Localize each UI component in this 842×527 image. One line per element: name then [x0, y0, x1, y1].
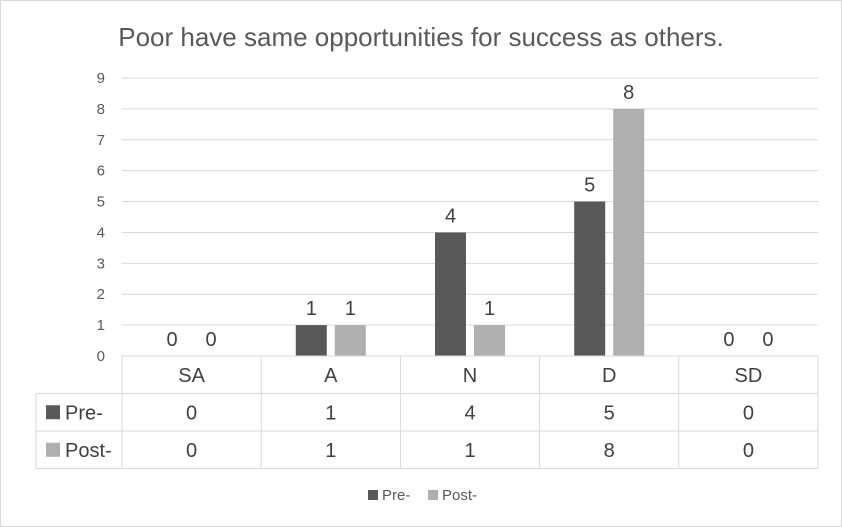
y-tick-label: 2 — [97, 286, 105, 303]
data-table: SA A N D SD Pre- 0 1 4 5 0 Post- 0 1 1 8 0 — [35, 355, 819, 469]
y-tick-label: 4 — [97, 224, 105, 241]
bar — [474, 325, 505, 356]
bar — [295, 325, 327, 356]
table-legend-key — [46, 405, 60, 420]
legend-label: Post- — [442, 487, 477, 504]
table-series-label: Post- — [65, 440, 112, 462]
x-category-label: A — [324, 365, 338, 387]
bar-data-label: 0 — [206, 329, 217, 351]
table-cell: 0 — [743, 440, 754, 462]
bar-data-label: 1 — [306, 298, 317, 320]
table-cell: 0 — [186, 440, 197, 462]
y-tick-label: 1 — [97, 317, 105, 334]
x-category-label: D — [602, 365, 616, 387]
table-legend-key — [46, 442, 60, 457]
bar-data-label: 0 — [723, 329, 734, 351]
y-tick-label: 5 — [97, 194, 105, 211]
table-series-label: Pre- — [65, 402, 103, 424]
y-tick-label: 6 — [97, 163, 105, 180]
y-axis: 0 1 2 3 4 5 6 7 8 9 — [97, 70, 105, 365]
table-cell: 4 — [464, 402, 475, 424]
table-cell: 0 — [186, 402, 197, 424]
bar-data-label: 1 — [484, 298, 495, 320]
legend-swatch — [368, 490, 378, 500]
bar — [435, 232, 466, 356]
bar — [574, 201, 606, 356]
y-tick-label: 9 — [97, 70, 105, 87]
table-cell: 1 — [325, 402, 336, 424]
y-tick-label: 7 — [97, 132, 105, 149]
x-category-label: N — [463, 365, 477, 387]
bar-data-labels: 0 0 1 1 4 1 5 8 0 0 — [167, 82, 774, 351]
legend: Pre- Post- — [368, 487, 477, 504]
gridlines — [122, 77, 818, 357]
bars — [295, 108, 645, 356]
table-cell: 5 — [604, 402, 615, 424]
bar-data-label: 0 — [167, 329, 178, 351]
legend-label: Pre- — [382, 487, 410, 504]
bar-data-label: 4 — [445, 205, 456, 227]
bar-data-label: 8 — [623, 82, 634, 104]
chart-title: Poor have same opportunities for success… — [118, 22, 724, 52]
x-category-label: SA — [178, 365, 205, 387]
bar — [613, 108, 645, 356]
table-cell: 1 — [464, 440, 475, 462]
table-cell: 8 — [604, 440, 615, 462]
y-tick-label: 0 — [97, 348, 105, 365]
bar-data-label: 1 — [345, 298, 356, 320]
bar — [334, 325, 366, 356]
bar-data-label: 0 — [762, 329, 773, 351]
table-cell: 1 — [325, 440, 336, 462]
y-tick-label: 3 — [97, 255, 105, 272]
y-tick-label: 8 — [97, 101, 105, 118]
x-category-label: SD — [735, 365, 763, 387]
table-cell: 0 — [743, 402, 754, 424]
legend-swatch — [428, 490, 438, 500]
bar-data-label: 5 — [584, 175, 595, 197]
